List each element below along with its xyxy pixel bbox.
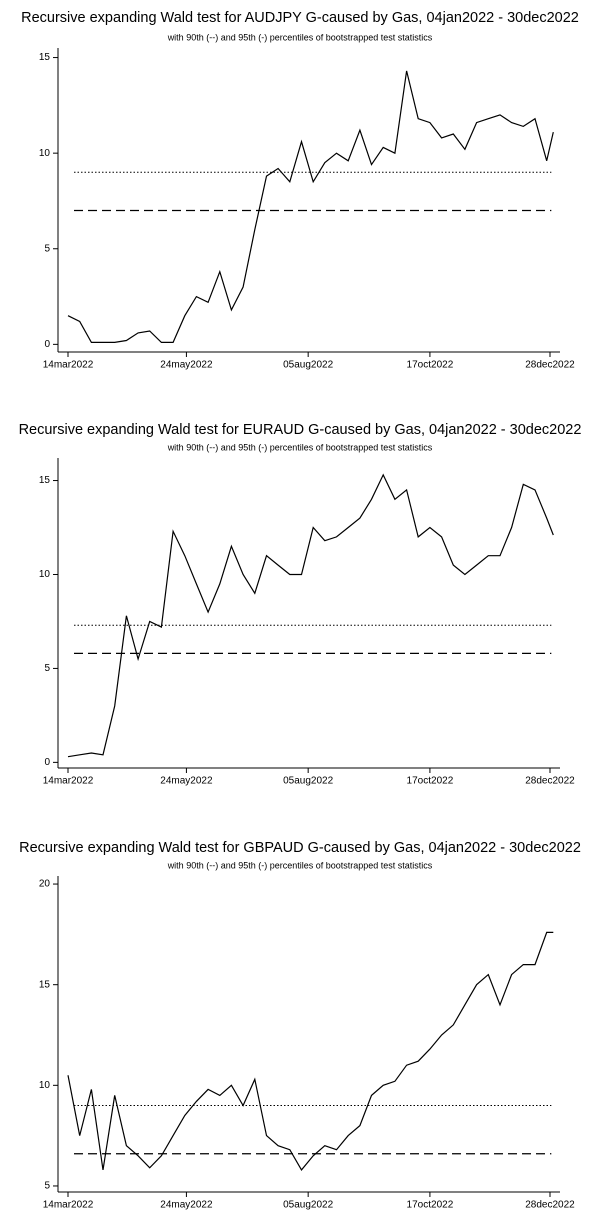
x-tick-label: 05aug2022 xyxy=(283,360,333,371)
chart-subtitle: with 90th (--) and 95th (-) percentiles … xyxy=(167,442,433,452)
chart-title: Recursive expanding Wald test for AUDJPY… xyxy=(21,10,579,26)
y-tick-label: 5 xyxy=(44,1181,50,1192)
x-tick-label: 14mar2022 xyxy=(43,360,94,371)
x-tick-label: 24may2022 xyxy=(160,360,213,371)
x-tick-label: 17oct2022 xyxy=(407,1200,454,1211)
y-tick-label: 15 xyxy=(39,52,51,63)
y-tick-label: 20 xyxy=(39,879,51,890)
x-tick-label: 24may2022 xyxy=(160,1200,213,1211)
y-tick-label: 10 xyxy=(39,569,51,580)
x-tick-label: 14mar2022 xyxy=(43,1200,94,1211)
x-tick-label: 28dec2022 xyxy=(525,1200,575,1211)
y-tick-label: 0 xyxy=(44,757,50,768)
y-tick-label: 0 xyxy=(44,339,50,350)
y-tick-label: 10 xyxy=(39,148,51,159)
data-line xyxy=(67,70,554,343)
x-tick-label: 17oct2022 xyxy=(407,776,454,787)
x-tick-label: 05aug2022 xyxy=(283,776,333,787)
x-tick-label: 28dec2022 xyxy=(525,360,575,371)
y-tick-label: 15 xyxy=(39,475,51,486)
x-tick-label: 17oct2022 xyxy=(407,360,454,371)
chart-subtitle: with 90th (--) and 95th (-) percentiles … xyxy=(167,32,433,42)
x-tick-label: 14mar2022 xyxy=(43,776,94,787)
y-tick-label: 5 xyxy=(44,243,50,254)
y-tick-label: 15 xyxy=(39,979,51,990)
chart-subtitle: with 90th (--) and 95th (-) percentiles … xyxy=(167,860,433,870)
x-tick-label: 05aug2022 xyxy=(283,1200,333,1211)
data-line xyxy=(67,473,554,758)
y-tick-label: 5 xyxy=(44,663,50,674)
data-line xyxy=(67,931,554,1171)
x-tick-label: 28dec2022 xyxy=(525,776,575,787)
y-tick-label: 10 xyxy=(39,1080,51,1091)
x-tick-label: 24may2022 xyxy=(160,776,213,787)
chart-title: Recursive expanding Wald test for EURAUD… xyxy=(19,422,582,438)
chart-title: Recursive expanding Wald test for GBPAUD… xyxy=(19,840,581,856)
